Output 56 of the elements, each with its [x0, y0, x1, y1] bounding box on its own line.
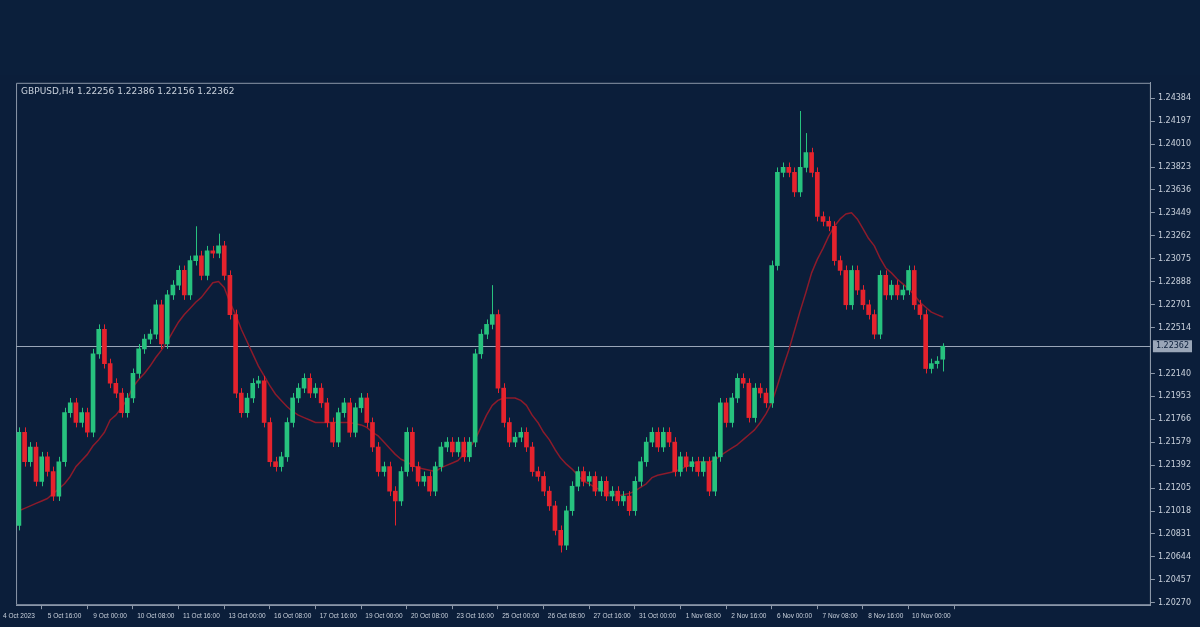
y-tick-label: 1.23823: [1157, 162, 1192, 172]
candlestick: [655, 426, 660, 453]
y-tick-label: 1.21766: [1157, 414, 1192, 424]
candlestick: [307, 372, 313, 399]
candlestick: [467, 436, 472, 463]
candlestick: [683, 451, 689, 473]
candlestick: [461, 436, 467, 463]
candlestick: [854, 265, 860, 296]
chart-title: GBPUSD,H4 1.22256 1.22386 1.22156 1.22362: [21, 85, 235, 96]
candlestick: [199, 250, 204, 281]
y-tick-label: 1.24197: [1157, 116, 1192, 126]
candlestick: [27, 441, 33, 468]
candlestick: [889, 279, 894, 301]
candlestick: [735, 372, 740, 404]
candlestick: [427, 471, 432, 497]
y-tick-label: 1.24384: [1157, 93, 1192, 103]
ref-line-label: 1.22362: [1155, 341, 1190, 351]
y-tick-label: 1.23262: [1157, 230, 1192, 240]
candlestick: [392, 485, 398, 526]
y-tick-label: 1.21953: [1157, 391, 1192, 401]
candlestick: [598, 475, 603, 497]
y-tick-label: 1.21205: [1157, 483, 1192, 493]
y-tick-label: 1.22514: [1157, 322, 1192, 332]
candlestick: [238, 387, 244, 419]
candlestick: [296, 382, 301, 404]
y-tick-label: 1.22701: [1157, 299, 1192, 309]
y-tick-label: 1.20457: [1157, 574, 1192, 584]
y-tick-label: 1.21018: [1157, 506, 1192, 516]
y-tick-label: 1.20644: [1157, 551, 1192, 561]
candlestick: [661, 426, 666, 453]
y-tick-label: 1.22888: [1157, 276, 1192, 286]
candlestick: [176, 265, 181, 291]
y-tick-label: 1.23636: [1157, 185, 1192, 195]
y-tick-label: 1.23449: [1157, 207, 1192, 217]
candlestick: [119, 387, 124, 419]
candlestick: [940, 342, 946, 372]
candlestick: [85, 407, 90, 438]
y-tick-label: 1.24010: [1157, 139, 1192, 149]
candlestick: [678, 451, 683, 477]
candlestick: [216, 233, 221, 259]
candlestick: [124, 392, 130, 419]
y-tick-label: 1.23075: [1157, 253, 1192, 263]
candlestick: [615, 485, 621, 507]
y-tick-label: 1.20831: [1157, 529, 1192, 539]
y-tick-label: 1.22140: [1157, 368, 1192, 378]
y-tick-label: 1.21392: [1157, 460, 1192, 470]
candlestick: [546, 485, 552, 512]
candlestick: [695, 456, 700, 477]
candlestick: [883, 269, 889, 301]
y-tick-label: 1.21579: [1157, 437, 1192, 447]
candlestick: [79, 407, 84, 428]
candlestick: [906, 265, 911, 296]
candlestick: [142, 333, 147, 355]
candlestick: [524, 426, 529, 453]
candlestick: [581, 466, 586, 487]
y-tick-label: 1.20270: [1157, 597, 1192, 607]
